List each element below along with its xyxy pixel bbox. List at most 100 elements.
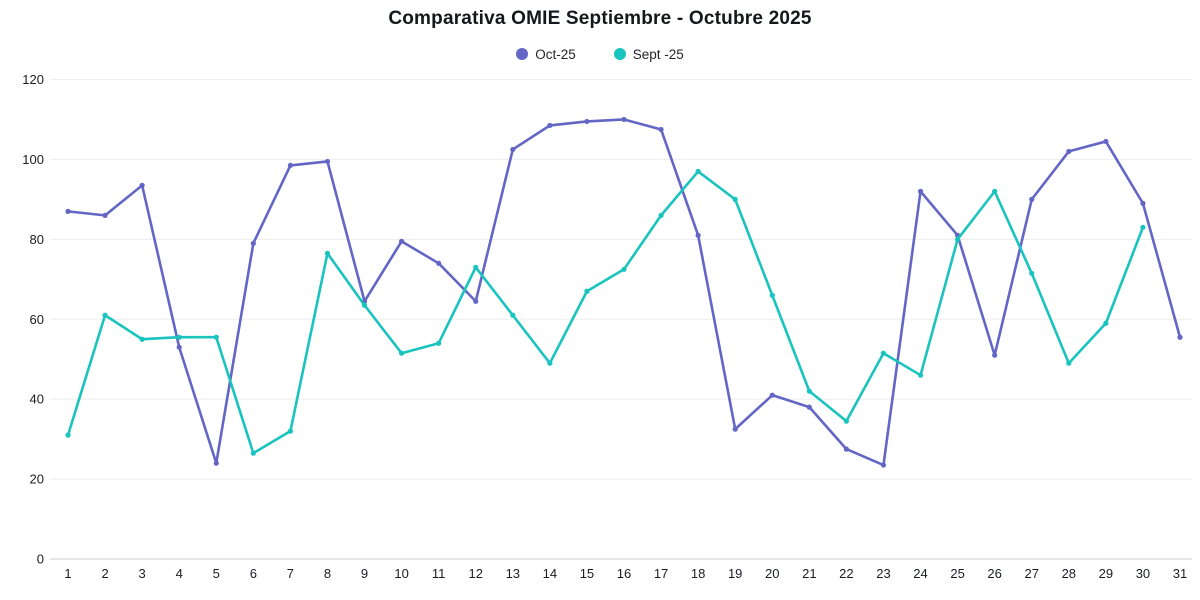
x-tick-label-2: 2 <box>101 566 108 581</box>
data-point-Sept-25-3 <box>139 336 145 342</box>
data-point-Sept-25-14 <box>547 360 553 366</box>
data-point-Oct-25-23 <box>880 462 887 468</box>
data-point-Oct-25-18 <box>695 232 701 238</box>
legend-item-oct-25[interactable]: Oct-25 <box>516 47 576 62</box>
data-point-Sept-25-24 <box>917 372 924 378</box>
y-tick-label-120: 120 <box>22 72 44 87</box>
data-point-Oct-25-19 <box>732 426 738 432</box>
legend-label-oct-25: Oct-25 <box>535 46 576 62</box>
legend-item-sept-25[interactable]: Sept -25 <box>613 46 684 62</box>
data-point-Oct-25-26 <box>992 352 998 358</box>
x-tick-label-4: 4 <box>176 566 183 581</box>
data-point-Oct-25-3 <box>139 182 145 188</box>
data-point-Oct-25-10 <box>399 238 405 244</box>
x-tick-label-21: 21 <box>802 566 816 581</box>
data-point-Sept-25-4 <box>176 334 182 340</box>
data-point-Oct-25-13 <box>510 146 516 153</box>
x-tick-label-12: 12 <box>468 566 482 581</box>
data-point-Sept-25-2 <box>102 312 108 318</box>
y-tick-label-0: 0 <box>37 552 44 567</box>
x-tick-label-6: 6 <box>250 566 257 581</box>
data-point-Sept-25-25 <box>955 236 961 242</box>
data-point-Sept-25-11 <box>436 340 442 346</box>
x-tick-label-31: 31 <box>1173 566 1187 581</box>
y-tick-label-60: 60 <box>30 312 44 327</box>
data-point-Sept-25-16 <box>621 266 627 272</box>
x-tick-label-25: 25 <box>950 566 964 581</box>
x-tick-label-10: 10 <box>394 566 408 581</box>
data-point-Oct-25-28 <box>1066 148 1072 155</box>
data-point-Oct-25-8 <box>324 158 331 165</box>
x-tick-label-19: 19 <box>728 566 742 581</box>
data-point-Oct-25-29 <box>1103 138 1109 145</box>
x-tick-label-16: 16 <box>617 566 631 581</box>
x-tick-label-17: 17 <box>654 566 668 581</box>
data-point-Oct-25-6 <box>250 240 256 246</box>
data-point-Sept-25-6 <box>250 450 256 456</box>
data-point-Oct-25-16 <box>621 116 627 123</box>
x-tick-label-27: 27 <box>1024 566 1038 581</box>
data-point-Sept-25-28 <box>1066 360 1072 366</box>
x-tick-label-23: 23 <box>876 566 890 581</box>
data-point-Sept-25-22 <box>843 418 850 424</box>
data-point-Oct-25-17 <box>658 126 664 133</box>
x-tick-label-14: 14 <box>543 566 557 581</box>
data-point-Sept-25-21 <box>806 388 812 394</box>
data-point-Oct-25-14 <box>547 122 553 129</box>
legend-dot-icon-oct-25 <box>516 48 529 60</box>
data-point-Sept-25-20 <box>769 292 775 298</box>
data-point-Sept-25-7 <box>287 428 293 434</box>
chart-title: Comparativa OMIE Septiembre - Octubre 20… <box>388 8 812 29</box>
data-point-Sept-25-1 <box>65 432 71 438</box>
y-tick-label-20: 20 <box>30 472 44 487</box>
data-point-Oct-25-20 <box>769 392 775 398</box>
series-line-Oct-25 <box>66 118 1182 467</box>
legend-label-sept-25: Sept -25 <box>632 46 684 62</box>
x-tick-label-29: 29 <box>1099 566 1113 581</box>
data-point-Oct-25-5 <box>213 460 219 466</box>
data-point-Sept-25-26 <box>992 188 998 194</box>
x-tick-label-9: 9 <box>361 566 368 581</box>
x-tick-label-20: 20 <box>765 566 779 581</box>
x-tick-label-24: 24 <box>913 566 927 581</box>
x-tick-label-5: 5 <box>213 566 220 581</box>
data-point-Sept-25-15 <box>584 288 590 294</box>
x-tick-label-8: 8 <box>324 566 331 581</box>
data-point-Oct-25-12 <box>473 298 479 304</box>
x-tick-label-26: 26 <box>987 566 1001 581</box>
x-tick-label-13: 13 <box>506 566 520 581</box>
data-point-Oct-25-15 <box>584 118 590 125</box>
x-tick-label-7: 7 <box>287 566 294 581</box>
data-point-Oct-25-24 <box>917 188 924 194</box>
data-point-Sept-25-29 <box>1103 320 1109 326</box>
chart-legend: Oct-25 Sept -25 <box>0 44 1200 64</box>
x-tick-label-15: 15 <box>580 566 594 581</box>
data-point-Oct-25-2 <box>102 212 108 218</box>
data-point-Oct-25-22 <box>843 446 850 452</box>
data-point-Sept-25-13 <box>510 312 516 318</box>
data-point-Sept-25-18 <box>695 168 701 175</box>
x-tick-label-18: 18 <box>691 566 705 581</box>
y-tick-label-100: 100 <box>22 152 44 167</box>
data-point-Oct-25-11 <box>436 260 442 266</box>
data-point-Sept-25-9 <box>361 302 368 308</box>
data-point-Sept-25-8 <box>324 250 331 256</box>
data-point-Oct-25-1 <box>65 208 71 214</box>
data-point-Sept-25-27 <box>1029 270 1035 276</box>
data-point-Sept-25-10 <box>399 350 405 356</box>
x-tick-label-11: 11 <box>432 566 446 581</box>
legend-dot-icon-sept-25 <box>613 48 626 60</box>
data-point-Oct-25-7 <box>287 162 293 169</box>
x-tick-label-22: 22 <box>839 566 853 581</box>
data-point-Oct-25-21 <box>806 404 812 410</box>
data-point-Sept-25-23 <box>880 350 887 356</box>
data-point-Oct-25-30 <box>1140 200 1146 206</box>
data-point-Oct-25-4 <box>176 344 182 350</box>
data-point-Sept-25-17 <box>658 212 664 218</box>
data-point-Oct-25-31 <box>1177 334 1183 340</box>
x-tick-label-1: 1 <box>64 566 71 581</box>
x-tick-label-28: 28 <box>1062 566 1076 581</box>
data-point-Sept-25-5 <box>213 334 219 340</box>
